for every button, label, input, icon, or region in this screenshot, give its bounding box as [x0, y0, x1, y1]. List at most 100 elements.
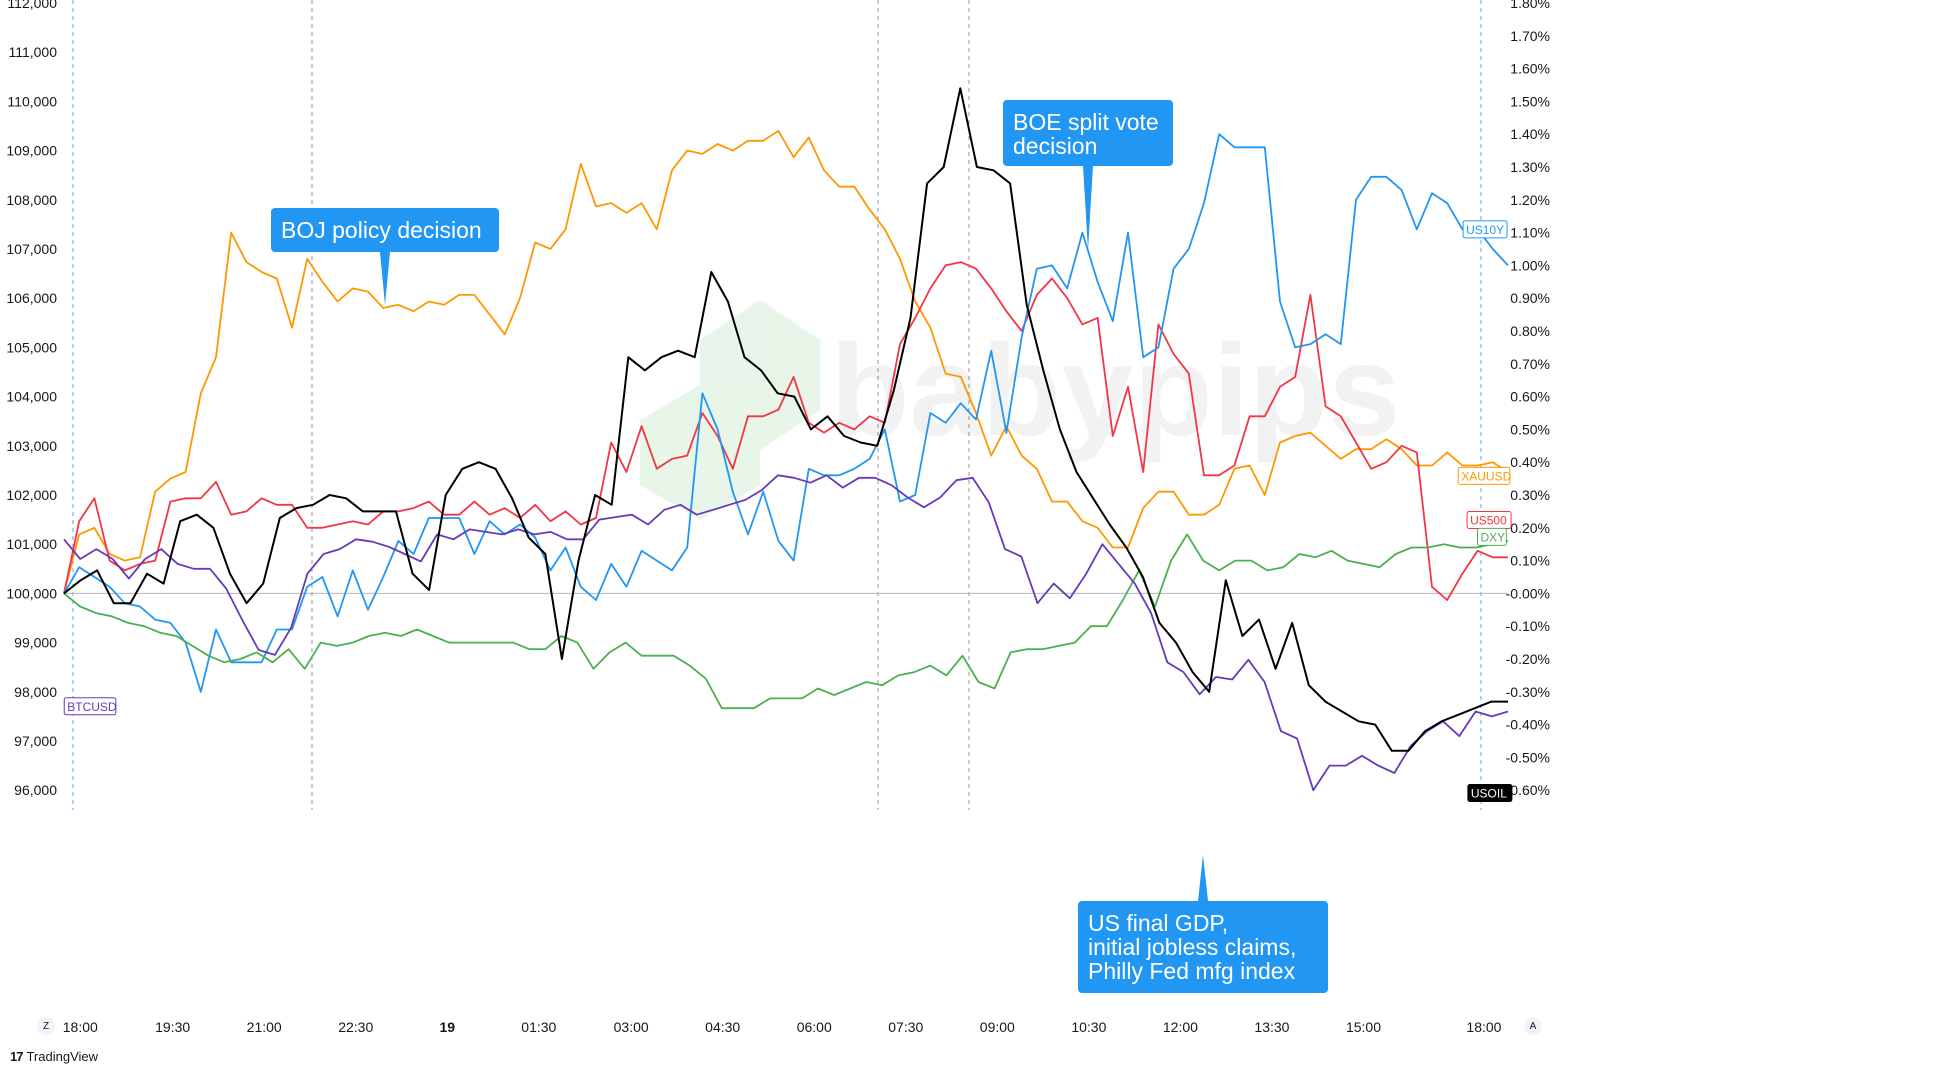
annotation-text-line: initial jobless claims, — [1088, 934, 1296, 960]
right-tick-label: 0.10% — [1510, 553, 1550, 569]
series-tag-dxy: DXY — [1477, 527, 1507, 546]
x-tick-label: 18:00 — [63, 1019, 98, 1035]
scale-button-a-label: A — [1529, 1020, 1537, 1032]
x-tick-label: 01:30 — [521, 1019, 556, 1035]
annotation-callout[interactable]: US final GDP,initial jobless claims,Phil… — [1078, 855, 1328, 993]
tag-label: BTCUSD — [67, 700, 117, 714]
left-tick-label: 103,000 — [6, 438, 57, 454]
x-tick-label: 10:30 — [1071, 1019, 1106, 1035]
right-tick-label: 0.60% — [1510, 389, 1550, 405]
right-tick-label: 0.50% — [1510, 421, 1550, 437]
right-tick-label: 1.00% — [1510, 257, 1550, 273]
tag-label: US500 — [1470, 514, 1507, 528]
series-line-us10y[interactable] — [63, 133, 1509, 693]
left-tick-label: 104,000 — [6, 389, 57, 405]
tag-label: XAUUSD — [1461, 469, 1511, 483]
right-percent-axis[interactable]: 1.80% 1.70% 1.60% 1.50% 1.40% 1.30% 1.20% 1.10%… — [1506, 0, 1550, 798]
series-line-btcusd[interactable] — [63, 474, 1509, 792]
left-tick-label: 109,000 — [6, 143, 57, 159]
scale-button-z-label: Z — [42, 1020, 50, 1032]
left-tick-label: 96,000 — [14, 782, 57, 798]
series-line-dxy[interactable] — [63, 533, 1509, 710]
left-tick-label: 101,000 — [6, 536, 57, 552]
x-tick-label: 18:00 — [1466, 1019, 1501, 1035]
annotation-text-line: BOJ policy decision — [281, 217, 482, 243]
right-tick-label: 1.60% — [1510, 61, 1550, 77]
left-tick-label: 107,000 — [6, 241, 57, 257]
left-tick-label: 97,000 — [14, 733, 57, 749]
tag-label: US10Y — [1466, 223, 1504, 237]
right-tick-label: -0.20% — [1506, 651, 1550, 667]
left-tick-label: 100,000 — [6, 585, 57, 601]
x-tick-label: 19 — [439, 1019, 455, 1035]
x-tick-label: 03:00 — [614, 1019, 649, 1035]
x-tick-label: 06:00 — [797, 1019, 832, 1035]
right-tick-label: 1.30% — [1510, 159, 1550, 175]
x-tick-label: 15:00 — [1346, 1019, 1381, 1035]
series-tag-xauusd: XAUUSD — [1457, 466, 1512, 485]
time-axis[interactable]: 18:00 19:30 21:00 22:30 19 01:30 03:00 04:30 06:… — [63, 1019, 1502, 1035]
annotation-pointer — [380, 252, 390, 305]
x-tick-label: 09:00 — [980, 1019, 1015, 1035]
series-tags: US10Y XAUUSD US500 DXY BTCUSD USOIL — [63, 220, 1513, 803]
tradingview-label: TradingView — [26, 1049, 99, 1064]
annotation-layer: BOJ policy decision BOE split votedecisio… — [271, 100, 1328, 993]
annotation-text-line: Philly Fed mfg index — [1088, 958, 1296, 984]
tag-label: DXY — [1481, 530, 1506, 544]
annotation-box — [1078, 901, 1328, 993]
annotation-box — [1003, 100, 1173, 166]
series-line-us500[interactable] — [63, 261, 1508, 601]
right-tick-label: 0.20% — [1510, 520, 1550, 536]
annotation-text-line: decision — [1013, 133, 1097, 159]
x-tick-label: 19:30 — [155, 1019, 190, 1035]
right-tick-label: -0.50% — [1506, 749, 1550, 765]
series-layer — [63, 87, 1509, 792]
watermark-hex-1 — [700, 300, 820, 450]
annotation-text-line: BOE split vote — [1013, 109, 1159, 135]
left-tick-label: 98,000 — [14, 684, 57, 700]
series-line-usoil[interactable] — [63, 87, 1508, 752]
right-tick-label: 1.80% — [1510, 0, 1550, 11]
right-tick-label: -0.00% — [1506, 585, 1550, 601]
right-tick-label: 0.30% — [1510, 487, 1550, 503]
annotation-box — [271, 208, 499, 252]
tag-box — [1477, 527, 1507, 546]
series-tag-us10y: US10Y — [1462, 220, 1508, 239]
tag-box — [63, 697, 117, 716]
annotation-pointer — [1198, 855, 1208, 901]
scale-button-z[interactable]: Z — [37, 1017, 55, 1035]
left-tick-label: 102,000 — [6, 487, 57, 503]
x-tick-label: 04:30 — [705, 1019, 740, 1035]
annotation-text-line: US final GDP, — [1088, 910, 1228, 936]
left-tick-label: 112,000 — [7, 0, 57, 11]
annotation-callout[interactable]: BOJ policy decision — [271, 208, 499, 305]
tradingview-logo: 17 — [10, 1049, 24, 1064]
right-tick-label: -0.60% — [1506, 782, 1550, 798]
x-tick-label: 12:00 — [1163, 1019, 1198, 1035]
left-tick-label: 108,000 — [6, 192, 57, 208]
x-tick-label: 21:00 — [247, 1019, 282, 1035]
scale-button-a[interactable]: A — [1524, 1017, 1542, 1035]
right-tick-label: 0.40% — [1510, 454, 1550, 470]
tag-box — [1467, 784, 1513, 803]
x-tick-label: 13:30 — [1254, 1019, 1289, 1035]
left-tick-label: 111,000 — [8, 44, 57, 60]
annotation-pointer — [1083, 166, 1093, 250]
tradingview-branding[interactable]: 17 TradingView — [10, 1049, 98, 1064]
left-price-axis[interactable]: 112,000 111,000 110,000 109,000 108,000 107,0… — [6, 0, 57, 798]
watermark-hex-2 — [640, 385, 760, 520]
x-tick-label: 22:30 — [338, 1019, 373, 1035]
left-tick-label: 106,000 — [6, 290, 57, 306]
tag-box — [1462, 220, 1508, 239]
right-tick-label: 0.90% — [1510, 290, 1550, 306]
tag-box — [1457, 466, 1511, 485]
tag-label: USOIL — [1471, 787, 1507, 801]
event-lines — [72, 0, 1482, 810]
x-tick-label: 07:30 — [888, 1019, 923, 1035]
right-tick-label: 1.40% — [1510, 126, 1550, 142]
right-tick-label: -0.30% — [1506, 684, 1550, 700]
right-tick-label: 1.70% — [1510, 28, 1550, 44]
right-tick-label: 1.50% — [1510, 93, 1550, 109]
series-line-xauusd[interactable] — [63, 129, 1509, 594]
